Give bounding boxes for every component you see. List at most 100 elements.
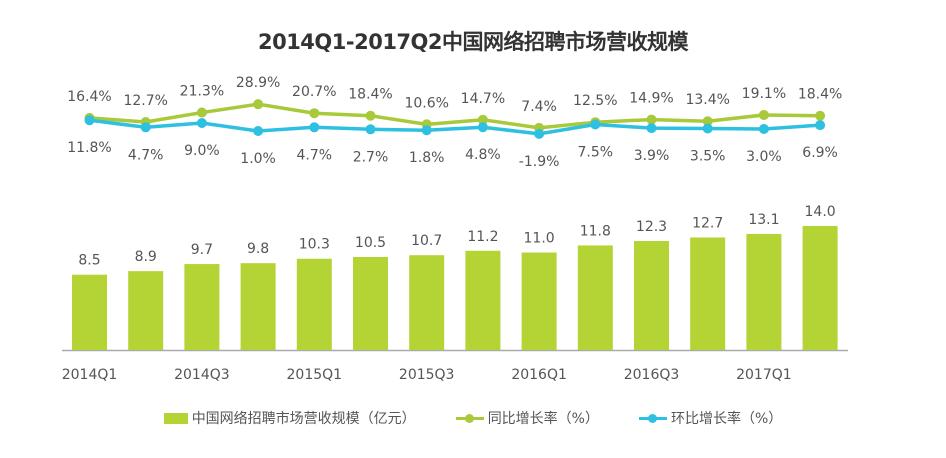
bar-label-2016Q1: 11.0 <box>524 231 555 247</box>
bar-label-2015Q1: 10.3 <box>299 237 330 253</box>
yoy-label-2016Q2: 12.5% <box>573 93 617 109</box>
bar-2014Q1 <box>72 274 107 350</box>
bar-label-2016Q4: 12.7 <box>692 215 723 231</box>
qoq-label-2015Q1: 4.7% <box>297 147 333 163</box>
qoq-label-2015Q2: 2.7% <box>353 149 389 165</box>
qoq-point-2016Q1 <box>534 128 545 139</box>
bar-2017Q2 <box>802 225 838 350</box>
yoy-label-2014Q2: 12.7% <box>123 93 167 109</box>
yoy-label-2014Q1: 16.4% <box>67 89 111 105</box>
yoy-point-2015Q1 <box>309 108 320 119</box>
qoq-label-2014Q4: 1.0% <box>240 151 276 167</box>
qoq-point-2014Q2 <box>140 122 151 133</box>
legend-label-yoy: 同比增长率（%） <box>487 411 599 427</box>
legend-item-qoq: 环比增长率（%） <box>639 408 782 428</box>
x-tick-label-2015Q1: 2015Q1 <box>287 367 343 383</box>
bar-2016Q4 <box>690 237 726 350</box>
bar-2015Q3 <box>409 255 445 350</box>
legend: 中国网络招聘市场营收规模（亿元） 同比增长率（%） 环比增长率（%） <box>0 408 946 428</box>
qoq-label-2014Q2: 4.7% <box>128 147 164 163</box>
yoy-label-2015Q1: 20.7% <box>292 84 336 100</box>
qoq-label-2014Q3: 9.0% <box>184 143 220 159</box>
yoy-label-2014Q3: 21.3% <box>180 84 224 100</box>
qoq-point-2017Q1 <box>758 124 769 134</box>
yoy-label-2017Q2: 18.4% <box>798 87 842 103</box>
bar-2016Q3 <box>634 241 669 350</box>
bar-2014Q4 <box>240 263 276 350</box>
legend-item-yoy: 同比增长率（%） <box>455 408 599 428</box>
yoy-label-2016Q4: 13.4% <box>685 92 729 108</box>
yoy-line <box>89 102 821 130</box>
bar-2014Q2 <box>128 271 164 350</box>
legend-swatch-bar <box>163 412 188 424</box>
qoq-point-2016Q2 <box>590 119 601 130</box>
qoq-label-2015Q3: 1.8% <box>409 150 445 166</box>
yoy-label-2016Q3: 14.9% <box>629 91 673 107</box>
qoq-point-2015Q4 <box>477 122 488 133</box>
bar-2016Q2 <box>577 245 613 350</box>
x-tick-label-2016Q1: 2016Q1 <box>511 367 567 383</box>
yoy-label-2015Q2: 18.4% <box>348 87 392 103</box>
qoq-point-2015Q2 <box>365 124 376 135</box>
yoy-label-2014Q4: 28.9% <box>236 75 280 91</box>
qoq-label-2015Q4: 4.8% <box>465 147 501 163</box>
bar-2015Q4 <box>465 250 501 350</box>
bar-2016Q1 <box>521 252 557 350</box>
bar-label-2014Q1: 8.5 <box>78 253 100 269</box>
yoy-label-2015Q3: 10.6% <box>404 95 448 111</box>
yoy-point-2017Q2 <box>815 110 826 121</box>
qoq-label-2016Q2: 7.5% <box>578 145 614 161</box>
legend-label-qoq: 环比增长率（%） <box>671 411 783 427</box>
x-tick-label-2014Q3: 2014Q3 <box>174 367 230 383</box>
bar-label-2014Q2: 8.9 <box>135 249 157 265</box>
yoy-point-2016Q4 <box>702 116 713 127</box>
yoy-point-2017Q1 <box>758 109 769 120</box>
bar-label-2016Q2: 11.8 <box>580 223 611 239</box>
yoy-label-2015Q4: 14.7% <box>461 91 505 107</box>
bar-label-2017Q2: 14.0 <box>805 204 836 220</box>
legend-label-revenue: 中国网络招聘市场营收规模（亿元） <box>191 411 416 427</box>
bar-2014Q3 <box>184 264 220 350</box>
legend-swatch-yoy <box>455 412 484 424</box>
bar-label-2015Q3: 10.7 <box>411 233 442 249</box>
bar-label-2014Q3: 9.7 <box>191 242 213 258</box>
legend-swatch-qoq <box>639 412 667 424</box>
bar-label-2017Q1: 13.1 <box>748 212 779 228</box>
qoq-label-2017Q1: 3.0% <box>746 149 782 165</box>
bar-label-2015Q4: 11.2 <box>467 229 498 245</box>
legend-item-revenue: 中国网络招聘市场营收规模（亿元） <box>163 408 416 428</box>
bar-2015Q2 <box>353 256 388 350</box>
qoq-point-2014Q3 <box>196 118 207 128</box>
yoy-label-2016Q1: 7.4% <box>521 99 557 115</box>
bar-label-2014Q4: 9.8 <box>247 241 269 257</box>
bar-label-2016Q3: 12.3 <box>636 219 667 235</box>
chart-title: 2014Q1-2017Q2中国网络招聘市场营收规模 <box>257 30 689 54</box>
qoq-point-2015Q3 <box>421 125 432 136</box>
bar-label-2015Q2: 10.5 <box>355 235 386 251</box>
qoq-point-2017Q2 <box>815 120 826 131</box>
qoq-point-2014Q4 <box>253 126 264 136</box>
qoq-label-2014Q1: 11.8% <box>67 140 111 156</box>
yoy-point-2015Q2 <box>365 110 376 121</box>
qoq-point-2016Q4 <box>702 123 713 134</box>
bar-2017Q1 <box>746 233 782 350</box>
yoy-point-2014Q3 <box>196 107 207 118</box>
yoy-point-2016Q3 <box>646 114 657 125</box>
x-tick-label-2014Q1: 2014Q1 <box>62 367 118 383</box>
x-tick-label-2016Q3: 2016Q3 <box>624 367 680 383</box>
qoq-line <box>89 118 821 136</box>
yoy-point-2015Q4 <box>477 114 488 125</box>
qoq-point-2015Q1 <box>309 122 320 133</box>
qoq-label-2016Q4: 3.5% <box>690 149 726 165</box>
yoy-point-2014Q4 <box>253 99 264 110</box>
qoq-point-2014Q1 <box>84 115 95 126</box>
qoq-label-2016Q3: 3.9% <box>634 148 670 164</box>
x-tick-label-2015Q3: 2015Q3 <box>399 367 455 383</box>
qoq-point-2016Q3 <box>646 123 657 134</box>
bar-2015Q1 <box>296 258 332 350</box>
qoq-label-2016Q1: -1.9% <box>519 154 560 170</box>
yoy-label-2017Q1: 19.1% <box>742 86 786 102</box>
x-tick-label-2017Q1: 2017Q1 <box>736 367 792 383</box>
